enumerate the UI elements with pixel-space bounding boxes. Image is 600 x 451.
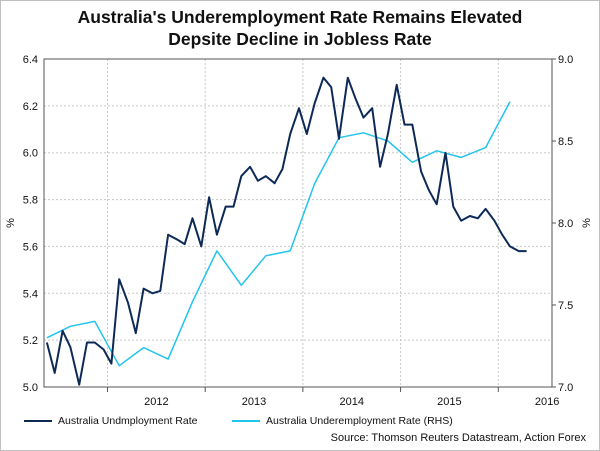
series-line-unemployment bbox=[45, 76, 527, 386]
right-tick-label: 8.0 bbox=[558, 218, 573, 230]
x-tick-label: 2016 bbox=[535, 396, 559, 408]
left-tick-label: 5.0 bbox=[23, 382, 38, 394]
left-tick-label: 5.6 bbox=[23, 241, 38, 253]
chart-title-line-2: Depsite Decline in Jobless Rate bbox=[168, 29, 432, 49]
legend-label-underemployment: Australia Underemployment Rate (RHS) bbox=[266, 415, 453, 427]
right-axis-label: % bbox=[581, 218, 593, 228]
legend-swatch-underemployment bbox=[232, 420, 260, 422]
legend-swatch-unemployment bbox=[24, 420, 52, 422]
legend-item-unemployment: Australia Undmployment Rate bbox=[24, 415, 197, 427]
right-tick-label: 9.0 bbox=[558, 54, 573, 66]
left-tick-label: 6.4 bbox=[23, 54, 38, 66]
left-tick-label: 5.4 bbox=[23, 288, 38, 300]
x-tick-label: 2013 bbox=[242, 396, 266, 408]
right-tick-label: 7.5 bbox=[558, 300, 573, 312]
legend-label-unemployment: Australia Undmployment Rate bbox=[58, 415, 198, 427]
x-tick-label: 2012 bbox=[144, 396, 168, 408]
left-tick-label: 6.0 bbox=[23, 148, 38, 160]
series-line-underemployment bbox=[46, 101, 511, 367]
legend-item-underemployment: Australia Underemployment Rate (RHS) bbox=[232, 415, 453, 427]
left-tick-label: 5.2 bbox=[23, 335, 38, 347]
chart-title-line-1: Australia's Underemployment Rate Remains… bbox=[77, 7, 523, 27]
left-tick-label: 5.8 bbox=[23, 195, 38, 207]
chart-legend: Australia Undmployment Rate Australia Un… bbox=[0, 415, 600, 431]
left-tick-label: 6.2 bbox=[23, 101, 38, 113]
x-tick-label: 2014 bbox=[339, 396, 363, 408]
plot-area bbox=[43, 58, 553, 388]
right-tick-label: 8.5 bbox=[558, 136, 573, 148]
x-tick-label: 2015 bbox=[437, 396, 461, 408]
source-note: Source: Thomson Reuters Datastream, Acti… bbox=[330, 432, 586, 444]
right-tick-label: 7.0 bbox=[558, 382, 573, 394]
chart-title: Australia's Underemployment Rate Remains… bbox=[0, 6, 600, 50]
left-axis-label: % bbox=[5, 218, 17, 228]
